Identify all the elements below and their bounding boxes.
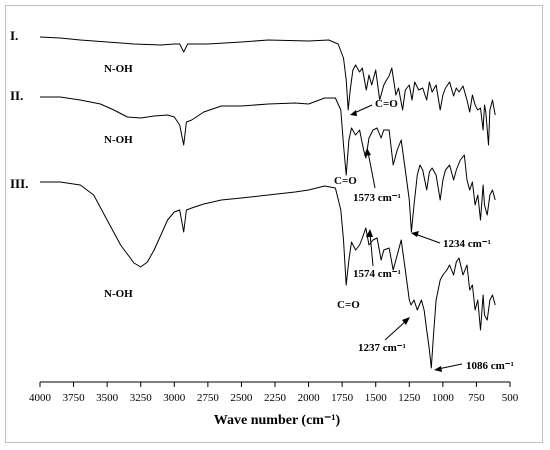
annotation-1574: 1574 cm⁻¹ [353,268,401,280]
arrow-1086 [437,363,463,370]
co-label-2: C=O [334,175,357,187]
co-arrowhead-1 [350,110,357,116]
annotation-1237: 1237 cm⁻¹ [358,342,406,354]
arrowhead-1573 [364,148,371,156]
spectrum-trace-2 [40,96,496,233]
x-tick-label-2750: 2750 [197,392,220,404]
arrow-1234 [414,233,441,244]
figure-frame [5,5,543,443]
spectrum-trace-1 [39,36,496,146]
annotation-1573: 1573 cm⁻¹ [353,192,401,204]
co-label-1: C=O [375,98,398,110]
noh-label-1: N-OH [104,63,133,75]
trace-label-iii: III. [10,176,28,191]
trace-label-i: I. [10,28,18,43]
arrowhead-1234 [411,231,419,237]
noh-label-2: N-OH [104,134,133,146]
x-tick-label-3500: 3500 [96,392,119,404]
x-tick-label-750: 750 [468,392,485,404]
x-tick-label-2000: 2000 [298,392,321,404]
x-tick-label-500: 500 [502,392,519,404]
arrowhead-1237 [402,317,410,325]
x-tick-label-1250: 1250 [398,392,421,404]
annotation-1086: 1086 cm⁻¹ [466,360,514,372]
arrowhead-1574 [366,229,373,237]
arrow-1574 [369,232,374,267]
x-tick-label-3750: 3750 [63,392,86,404]
x-tick-label-1000: 1000 [432,392,455,404]
x-axis-label: Wave number (cm⁻¹) [214,413,341,428]
x-tick-label-1500: 1500 [365,392,388,404]
x-tick-label-3250: 3250 [130,392,153,404]
arrowhead-1086 [434,366,442,372]
traces-group [39,36,496,369]
x-tick-label-3000: 3000 [163,392,186,404]
annotation-1234: 1234 cm⁻¹ [443,238,491,250]
arrow-1573 [367,151,376,189]
noh-label-3: N-OH [104,288,133,300]
x-tick-label-4000: 4000 [29,392,52,404]
arrow-1237 [384,319,408,341]
x-tick-label-1750: 1750 [331,392,354,404]
x-ticks-group: 4000 3750 3500 3250 3000 2750 2500 2250 2000 1750… [29,382,519,404]
x-tick-label-2250: 2250 [264,392,287,404]
trace-label-ii: II. [10,88,23,103]
x-tick-label-2500: 2500 [230,392,253,404]
co-label-3: C=O [337,299,360,311]
spectrum-trace-3 [40,181,496,369]
